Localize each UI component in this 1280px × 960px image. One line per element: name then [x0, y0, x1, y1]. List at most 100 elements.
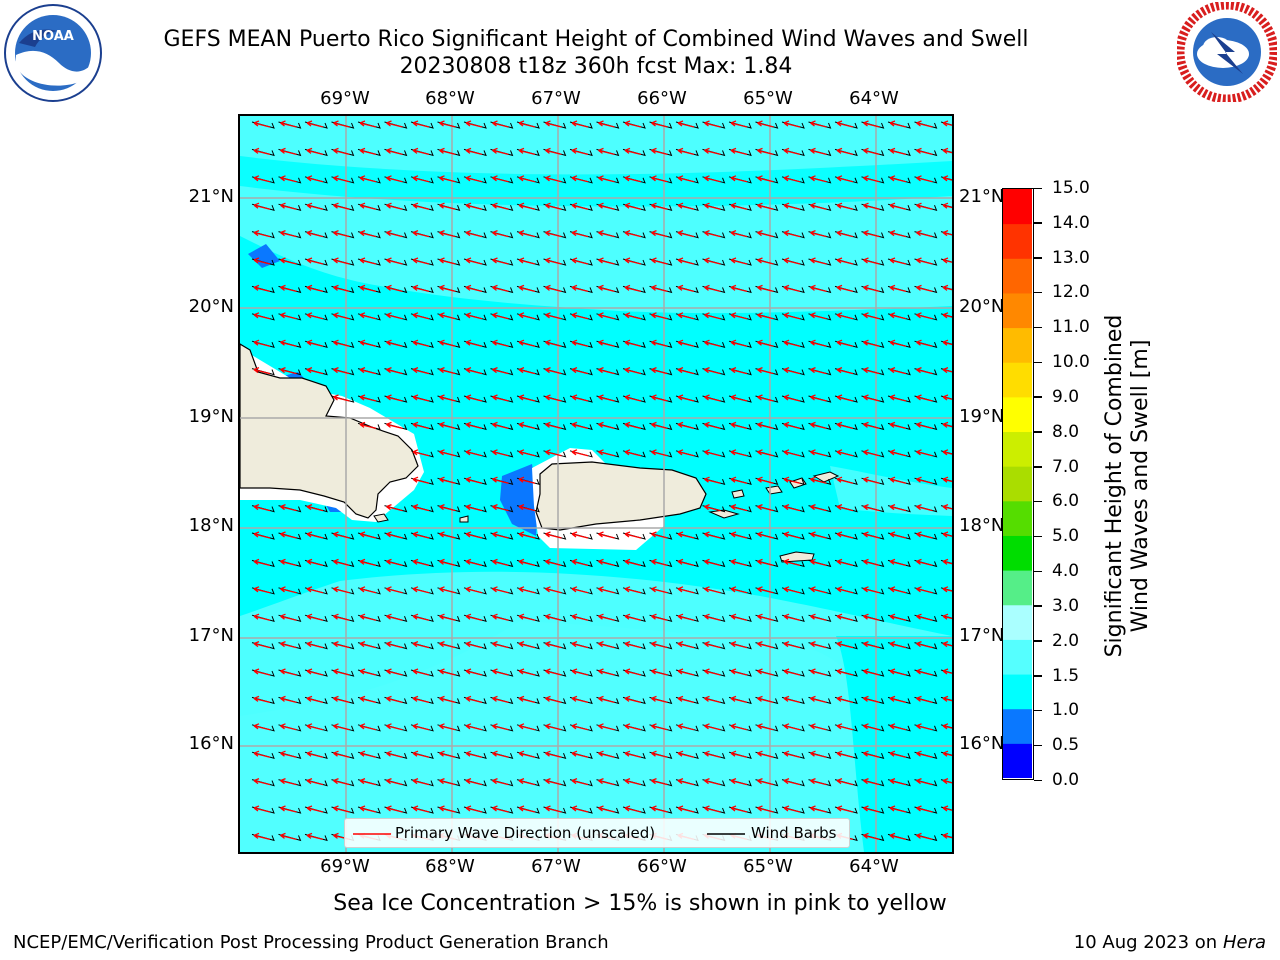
wave-arrow [384, 750, 408, 759]
noaa-logo: NOAA [3, 3, 103, 103]
wave-arrow [410, 558, 434, 568]
wave-arrow [569, 449, 593, 458]
wave-arrow [887, 531, 911, 540]
wave-arrow [649, 284, 673, 294]
wave-arrow [834, 394, 858, 403]
colorbar-swatch-13 [1003, 292, 1032, 329]
wave-arrow [278, 120, 302, 129]
wave-arrow [490, 257, 514, 266]
wave-arrow [331, 366, 355, 376]
wave-arrow [702, 339, 726, 348]
wave-arrow [675, 750, 699, 759]
wave-arrow [410, 777, 434, 787]
wave-arrow [278, 832, 302, 842]
wave-arrow [887, 668, 911, 677]
wave-arrow [622, 586, 646, 595]
wave-arrow [384, 284, 408, 294]
wave-arrow [357, 366, 381, 376]
wave-arrow [251, 558, 275, 568]
wave-arrow [834, 558, 858, 568]
wave-arrow [755, 531, 779, 540]
wave-arrow [808, 531, 832, 540]
wave-arrow [755, 339, 779, 348]
wave-arrow [410, 312, 434, 321]
wave-arrow [463, 777, 487, 787]
wave-arrow [887, 613, 911, 622]
wave-arrow [702, 695, 726, 705]
wave-arrow [861, 586, 885, 595]
wave-arrow [384, 777, 408, 787]
wave-arrow [437, 312, 461, 321]
wave-arrow [384, 723, 408, 732]
wave-arrow [384, 421, 408, 431]
colorbar-swatch-3 [1003, 639, 1032, 675]
wave-arrow [384, 695, 408, 705]
wave-arrow [463, 640, 487, 650]
wave-arrow [596, 668, 620, 677]
hispaniola-land [240, 343, 419, 519]
colorbar-tick-mark [1034, 361, 1042, 364]
wave-arrow [410, 147, 434, 157]
wave-arrow [675, 449, 699, 458]
lat-tick-right-1: 21°N [959, 186, 1005, 207]
wave-arrow [622, 339, 646, 348]
wave-arrow [675, 640, 699, 650]
wave-arrow [834, 777, 858, 787]
wave-arrow [278, 531, 302, 540]
wave-arrow [755, 613, 779, 622]
wave-arrow [808, 476, 832, 485]
legend-wind-barbs-label: Wind Barbs [751, 824, 837, 842]
wave-arrow [357, 695, 381, 705]
wave-arrow [410, 476, 434, 485]
wave-arrow [384, 640, 408, 650]
wave-arrow [728, 668, 752, 677]
wave-arrow [569, 723, 593, 732]
wave-arrow [675, 777, 699, 787]
nws-logo [1175, 0, 1279, 104]
wave-arrow [463, 284, 487, 294]
wave-arrow [251, 805, 275, 814]
wave-arrow [304, 640, 328, 650]
wave-arrow [463, 229, 487, 239]
wave-arrow [887, 476, 911, 485]
wave-arrow [755, 284, 779, 294]
wave-arrow [649, 640, 673, 650]
wave-arrow [304, 558, 328, 568]
wave-arrow [384, 339, 408, 348]
wave-arrow [596, 366, 620, 376]
wave-arrow [410, 284, 434, 294]
wave-arrow [940, 558, 952, 565]
wave-arrow [278, 257, 302, 266]
wave-arrow [887, 394, 911, 403]
wave-arrow [675, 531, 699, 540]
wave-arrow [569, 668, 593, 677]
wave-arrow [781, 394, 805, 403]
colorbar-tick-mark [1034, 535, 1042, 538]
wave-arrow [755, 750, 779, 759]
wave-arrow [914, 750, 938, 759]
wave-arrow [914, 586, 938, 595]
wave-arrow [887, 366, 911, 376]
wave-arrow [728, 229, 752, 239]
wave-arrow [304, 312, 328, 321]
wave-arrow [410, 394, 434, 403]
wave-arrow [728, 586, 752, 595]
colorbar-tick-label: 6.0 [1052, 491, 1080, 512]
lon-tick-bottom-5: 65°W [743, 856, 793, 877]
wave-arrow [357, 668, 381, 677]
wave-arrow [675, 147, 699, 157]
wave-arrow [410, 586, 434, 595]
wave-arrow [914, 202, 938, 211]
wave-arrow [622, 668, 646, 677]
wave-arrow [702, 421, 726, 431]
wave-arrow [887, 175, 911, 184]
wave-arrow [622, 750, 646, 759]
wave-arrow [463, 421, 487, 431]
wave-arrow [940, 284, 952, 291]
wave-arrow [357, 202, 381, 211]
wave-arrow [543, 449, 567, 458]
wave-arrow [808, 394, 832, 403]
wave-arrow [781, 229, 805, 239]
wave-arrow [596, 777, 620, 787]
wave-arrow [251, 257, 275, 266]
